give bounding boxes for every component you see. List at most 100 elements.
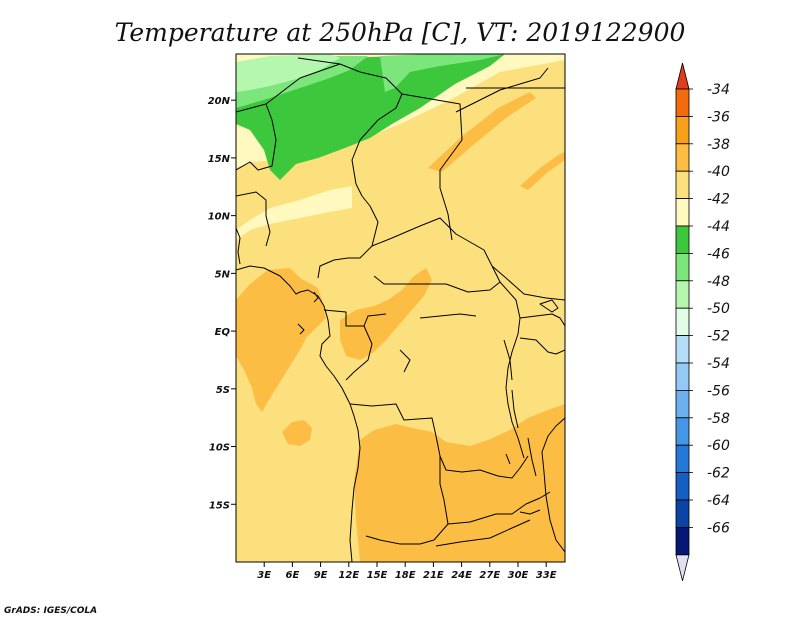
colorbar-label: -48	[707, 274, 730, 290]
x-tick-label: 30E	[508, 570, 529, 581]
y-tick-label: 5N	[215, 269, 231, 280]
credit-label: GrADS: IGES/COLA	[4, 606, 97, 616]
border-southern-3	[447, 491, 551, 525]
colorbar-label: -44	[707, 219, 730, 235]
colorbar-label: -60	[707, 438, 730, 454]
field-level-38-40-offshore	[236, 268, 326, 412]
colorbar-box	[675, 252, 690, 282]
colorbar-box	[675, 307, 690, 337]
x-tick-label: 15E	[367, 570, 388, 581]
coastline-redsea	[455, 67, 549, 113]
border-gabon	[323, 309, 387, 327]
colorbar: -34 -36 -38 -40 -42 -44 -46 -48 -50 -52 -54 -56 -58 -…	[675, 62, 730, 581]
colorbar-label: -62	[707, 466, 730, 482]
map-plot-area	[236, 54, 565, 562]
colorbar-box	[675, 143, 690, 172]
colorbar-box	[675, 88, 690, 117]
x-tick-label: 21E	[423, 570, 444, 581]
x-tick-label: 9E	[314, 570, 328, 581]
colorbar-box	[675, 225, 690, 254]
colorbar-label: -40	[707, 164, 730, 180]
border-central-1	[317, 183, 379, 279]
lake-victoria	[539, 299, 559, 313]
field-level-46-48-east	[380, 54, 505, 92]
x-tick-label: 27E	[479, 570, 500, 581]
field-level-38-40-streak-2	[520, 152, 565, 190]
colorbar-label: -46	[707, 246, 730, 262]
lake-albert	[503, 339, 513, 381]
river-ubangi	[419, 313, 477, 319]
x-tick-label: 3E	[257, 570, 271, 581]
x-axis: 3E 6E 9E 12E 15E 18E 21E 24E 27E 30E 33E	[257, 562, 557, 581]
colorbar-box	[675, 170, 690, 199]
colorbar-box	[675, 335, 690, 364]
field-level-38-40-patch	[282, 420, 312, 446]
colorbar-label: -54	[707, 356, 730, 372]
y-tick-label: EQ	[215, 327, 231, 338]
river-congo	[399, 349, 411, 373]
y-tick-label: 20N	[208, 96, 231, 107]
border-southern-1	[349, 403, 529, 479]
field-level-38-40-streak	[428, 92, 536, 172]
island-bioko	[297, 323, 305, 335]
chart-title: Temperature at 250hPa [C], VT: 201912290…	[115, 18, 686, 47]
y-tick-label: 15N	[208, 154, 231, 165]
colorbar-label: -56	[707, 383, 730, 399]
map-outlines	[236, 57, 565, 562]
island-sao-tome	[313, 291, 319, 303]
coastline-northwest	[236, 227, 241, 265]
x-tick-label: 6E	[286, 570, 300, 581]
coastline-east	[541, 417, 565, 553]
colorbar-box	[675, 198, 690, 227]
colorbar-box	[675, 444, 690, 474]
border-east-1	[491, 265, 565, 301]
colorbar-bottom-arrow	[675, 554, 690, 581]
colorbar-box	[675, 116, 690, 145]
y-tick-label: 10N	[208, 212, 231, 223]
border-north-4	[401, 93, 463, 241]
map-frame	[235, 53, 566, 563]
border-central-2	[371, 217, 501, 293]
y-tick-label: 15S	[209, 500, 230, 511]
colorbar-label: -38	[707, 137, 730, 153]
lake-tanganyika	[511, 389, 519, 429]
border-congo	[345, 325, 373, 381]
x-tick-label: 33E	[536, 570, 557, 581]
y-axis: 20N 15N 10N 5N EQ 5S 10S 15S	[208, 96, 236, 511]
border-southern-2	[365, 456, 449, 545]
coastline-west	[236, 265, 361, 562]
colorbar-box	[675, 280, 690, 309]
border-east-3	[519, 337, 565, 355]
colorbar-top-arrow	[675, 62, 690, 90]
border-east-2	[519, 313, 565, 327]
colorbar-label: -50	[707, 301, 730, 317]
x-tick-label: 24E	[451, 570, 472, 581]
y-tick-label: 5S	[216, 385, 230, 396]
colorbar-label: -42	[707, 192, 730, 208]
colorbar-box	[675, 499, 690, 528]
colorbar-box	[675, 417, 690, 446]
colorbar-box	[675, 527, 690, 556]
x-tick-label: 18E	[395, 570, 416, 581]
field-level-38-40-south	[354, 404, 565, 562]
colorbar-label: -64	[707, 493, 730, 509]
border-lakes	[499, 281, 525, 459]
colorbar-label: -36	[707, 109, 730, 125]
colorbar-label: -34	[707, 82, 730, 98]
border-north-1	[297, 57, 403, 185]
colorbar-label: -58	[707, 411, 730, 427]
colorbar-box	[675, 389, 690, 419]
border-west-1	[236, 191, 271, 247]
lake-mweru	[505, 453, 511, 465]
lake-kariba	[519, 509, 541, 515]
border-north-2	[236, 63, 341, 113]
colorbar-label: -66	[707, 520, 730, 536]
colorbar-box	[675, 362, 690, 391]
field-level-42-44-west	[236, 186, 352, 240]
colorbar-box	[675, 472, 690, 501]
border-southern-4	[435, 519, 531, 547]
lake-malawi	[527, 437, 537, 477]
field-level-48-50	[236, 54, 340, 92]
